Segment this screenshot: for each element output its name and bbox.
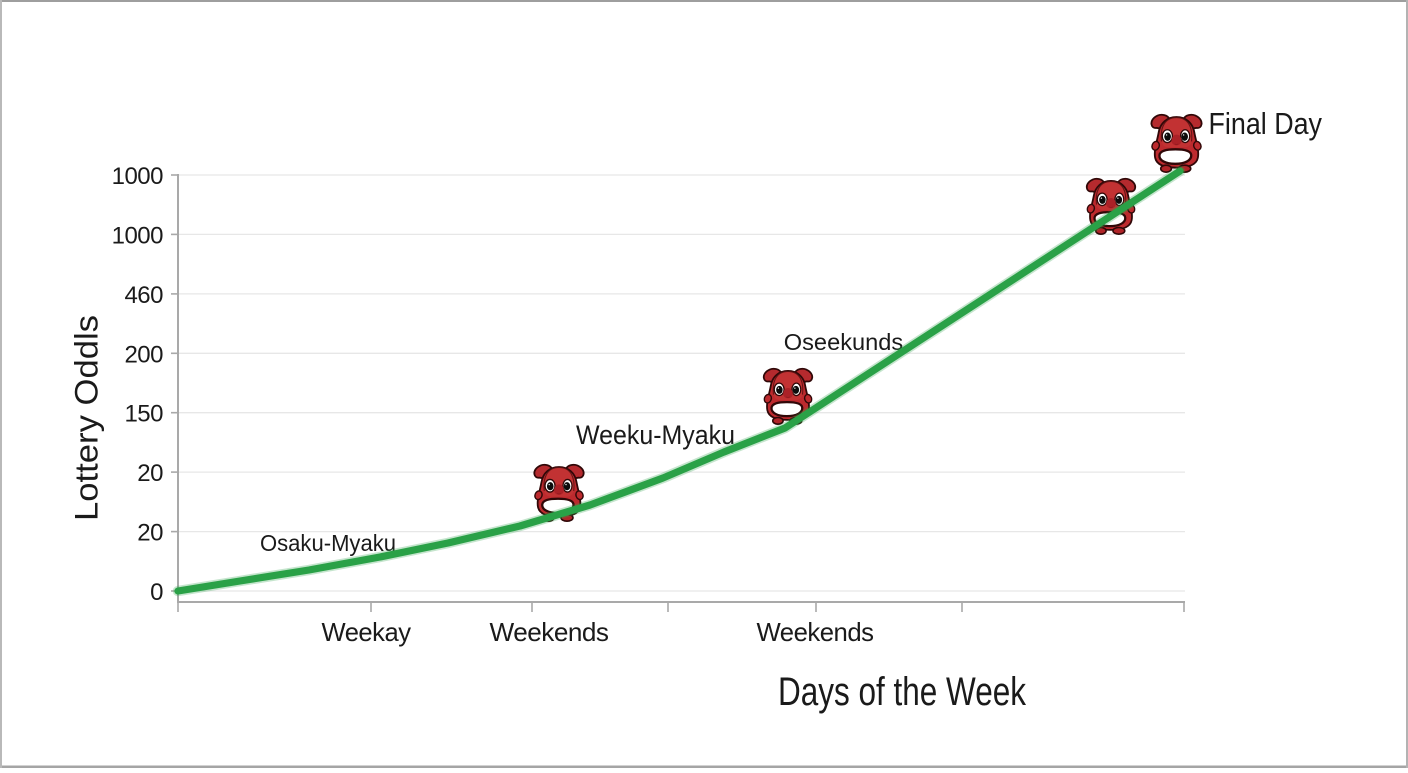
svg-text:Days of the Week: Days of the Week — [778, 670, 1027, 714]
svg-text:460: 460 — [124, 282, 163, 309]
svg-text:Weekends: Weekends — [757, 617, 874, 647]
svg-text:Final Day: Final Day — [1209, 106, 1323, 141]
svg-text:1000: 1000 — [112, 163, 164, 190]
svg-text:Osaku-Myaku: Osaku-Myaku — [260, 530, 396, 556]
svg-text:Weekends: Weekends — [490, 617, 609, 647]
svg-text:200: 200 — [124, 341, 163, 368]
svg-text:Lottery Oddls: Lottery Oddls — [69, 315, 105, 521]
svg-text:20: 20 — [137, 460, 163, 487]
svg-text:0: 0 — [150, 579, 163, 606]
svg-text:Weeku-Myaku: Weeku-Myaku — [576, 420, 735, 450]
svg-text:20: 20 — [137, 520, 163, 547]
svg-text:1000: 1000 — [112, 222, 164, 249]
svg-text:Oseekunds: Oseekunds — [784, 329, 904, 355]
svg-text:Weekay: Weekay — [322, 617, 411, 647]
svg-text:150: 150 — [124, 401, 163, 428]
